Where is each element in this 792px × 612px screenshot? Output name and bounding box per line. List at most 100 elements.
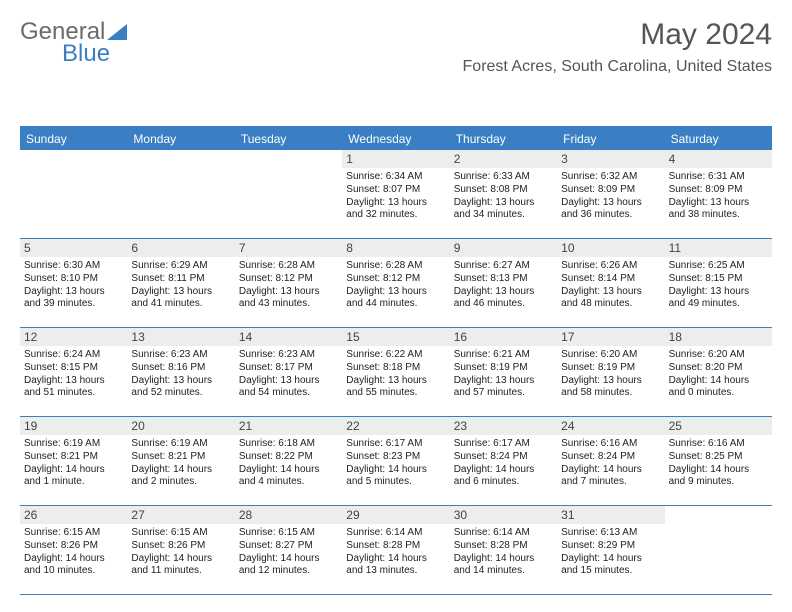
day-number: 6 bbox=[127, 239, 234, 257]
day-number: 20 bbox=[127, 417, 234, 435]
day-info: Sunrise: 6:31 AMSunset: 8:09 PMDaylight:… bbox=[669, 171, 768, 222]
day-27: 27 Sunrise: 6:15 AMSunset: 8:26 PMDayligh… bbox=[127, 506, 234, 594]
day-info: Sunrise: 6:28 AMSunset: 8:12 PMDaylight:… bbox=[346, 260, 445, 311]
day-9: 9 Sunrise: 6:27 AMSunset: 8:13 PMDaylight… bbox=[450, 239, 557, 327]
day-info: Sunrise: 6:26 AMSunset: 8:14 PMDaylight:… bbox=[561, 260, 660, 311]
day-29: 29 Sunrise: 6:14 AMSunset: 8:28 PMDayligh… bbox=[342, 506, 449, 594]
day-number: 10 bbox=[557, 239, 664, 257]
day-info: Sunrise: 6:33 AMSunset: 8:08 PMDaylight:… bbox=[454, 171, 553, 222]
day-number: 26 bbox=[20, 506, 127, 524]
day-10: 10 Sunrise: 6:26 AMSunset: 8:14 PMDayligh… bbox=[557, 239, 664, 327]
day-info: Sunrise: 6:17 AMSunset: 8:24 PMDaylight:… bbox=[454, 438, 553, 489]
day-number: 18 bbox=[665, 328, 772, 346]
empty-cell: . bbox=[20, 150, 127, 238]
day-number: 14 bbox=[235, 328, 342, 346]
day-14: 14Sunrise: 6:23 AMSunset: 8:17 PMDayligh… bbox=[235, 328, 342, 416]
day-info: Sunrise: 6:16 AMSunset: 8:25 PMDaylight:… bbox=[669, 438, 768, 489]
day-7: 7 Sunrise: 6:28 AMSunset: 8:12 PMDaylight… bbox=[235, 239, 342, 327]
day-number: 30 bbox=[450, 506, 557, 524]
day-18: 18 Sunrise: 6:20 AMSunset: 8:20 PMDayligh… bbox=[665, 328, 772, 416]
day-number: 5 bbox=[20, 239, 127, 257]
calendar: SundayMondayTuesdayWednesdayThursdayFrid… bbox=[20, 126, 772, 595]
day-22: 22 Sunrise: 6:17 AMSunset: 8:23 PMDayligh… bbox=[342, 417, 449, 505]
day-6: 6Sunrise: 6:29 AMSunset: 8:11 PMDaylight… bbox=[127, 239, 234, 327]
week-row: 19Sunrise: 6:19 AMSunset: 8:21 PMDayligh… bbox=[20, 417, 772, 506]
day-info: Sunrise: 6:17 AMSunset: 8:23 PMDaylight:… bbox=[346, 438, 445, 489]
day-5: 5Sunrise: 6:30 AMSunset: 8:10 PMDaylight… bbox=[20, 239, 127, 327]
week-row: 5Sunrise: 6:30 AMSunset: 8:10 PMDaylight… bbox=[20, 239, 772, 328]
day-info: Sunrise: 6:25 AMSunset: 8:15 PMDaylight:… bbox=[669, 260, 768, 311]
day-info: Sunrise: 6:15 AMSunset: 8:27 PMDaylight:… bbox=[239, 527, 338, 578]
day-1: 1 Sunrise: 6:34 AMSunset: 8:07 PMDaylight… bbox=[342, 150, 449, 238]
day-info: Sunrise: 6:23 AMSunset: 8:16 PMDaylight:… bbox=[131, 349, 230, 400]
day-info: Sunrise: 6:28 AMSunset: 8:12 PMDaylight:… bbox=[239, 260, 338, 311]
day-number: 25 bbox=[665, 417, 772, 435]
day-2: 2Sunrise: 6:33 AMSunset: 8:08 PMDaylight… bbox=[450, 150, 557, 238]
day-info: Sunrise: 6:27 AMSunset: 8:13 PMDaylight:… bbox=[454, 260, 553, 311]
day-number: 29 bbox=[342, 506, 449, 524]
day-12: 12 Sunrise: 6:24 AMSunset: 8:15 PMDayligh… bbox=[20, 328, 127, 416]
empty-cell: . bbox=[127, 150, 234, 238]
day-info: Sunrise: 6:21 AMSunset: 8:19 PMDaylight:… bbox=[454, 349, 553, 400]
location-text: Forest Acres, South Carolina, United Sta… bbox=[463, 58, 772, 76]
day-info: Sunrise: 6:15 AMSunset: 8:26 PMDaylight:… bbox=[131, 527, 230, 578]
day-8: 8 Sunrise: 6:28 AMSunset: 8:12 PMDaylight… bbox=[342, 239, 449, 327]
logo-triangle-icon bbox=[107, 24, 127, 40]
day-3: 3 Sunrise: 6:32 AMSunset: 8:09 PMDaylight… bbox=[557, 150, 664, 238]
day-number: 28 bbox=[235, 506, 342, 524]
day-info: Sunrise: 6:13 AMSunset: 8:29 PMDaylight:… bbox=[561, 527, 660, 578]
day-number: 19 bbox=[20, 417, 127, 435]
day-info: Sunrise: 6:20 AMSunset: 8:20 PMDaylight:… bbox=[669, 349, 768, 400]
day-info: Sunrise: 6:24 AMSunset: 8:15 PMDaylight:… bbox=[24, 349, 123, 400]
day-info: Sunrise: 6:14 AMSunset: 8:28 PMDaylight:… bbox=[454, 527, 553, 578]
day-number: 23 bbox=[450, 417, 557, 435]
header-right: May 2024 Forest Acres, South Carolina, U… bbox=[463, 18, 772, 76]
day-info: Sunrise: 6:14 AMSunset: 8:28 PMDaylight:… bbox=[346, 527, 445, 578]
day-number: 15 bbox=[342, 328, 449, 346]
day-number: 8 bbox=[342, 239, 449, 257]
week-row: ...1Sunrise: 6:34 AMSunset: 8:07 PMDayli… bbox=[20, 150, 772, 239]
day-21: 21 Sunrise: 6:18 AMSunset: 8:22 PMDayligh… bbox=[235, 417, 342, 505]
day-header-monday: Monday bbox=[127, 128, 234, 150]
week-row: 12 Sunrise: 6:24 AMSunset: 8:15 PMDayligh… bbox=[20, 328, 772, 417]
day-number: 22 bbox=[342, 417, 449, 435]
day-number: 21 bbox=[235, 417, 342, 435]
day-header-friday: Friday bbox=[557, 128, 664, 150]
day-number: 24 bbox=[557, 417, 664, 435]
day-19: 19 Sunrise: 6:19 AMSunset: 8:21 PMDayligh… bbox=[20, 417, 127, 505]
day-info: Sunrise: 6:18 AMSunset: 8:22 PMDaylight:… bbox=[239, 438, 338, 489]
day-header-wednesday: Wednesday bbox=[342, 128, 449, 150]
empty-cell: . bbox=[235, 150, 342, 238]
day-info: Sunrise: 6:16 AMSunset: 8:24 PMDaylight:… bbox=[561, 438, 660, 489]
day-number: 27 bbox=[127, 506, 234, 524]
day-number: 3 bbox=[557, 150, 664, 168]
day-number: 1 bbox=[342, 150, 449, 168]
day-info: Sunrise: 6:34 AMSunset: 8:07 PMDaylight:… bbox=[346, 171, 445, 222]
day-number: 17 bbox=[557, 328, 664, 346]
day-4: 4 Sunrise: 6:31 AMSunset: 8:09 PMDaylight… bbox=[665, 150, 772, 238]
day-number: 4 bbox=[665, 150, 772, 168]
day-number: 31 bbox=[557, 506, 664, 524]
week-row: 26Sunrise: 6:15 AMSunset: 8:26 PMDayligh… bbox=[20, 506, 772, 595]
day-24: 24 Sunrise: 6:16 AMSunset: 8:24 PMDayligh… bbox=[557, 417, 664, 505]
day-info: Sunrise: 6:20 AMSunset: 8:19 PMDaylight:… bbox=[561, 349, 660, 400]
day-number: 11 bbox=[665, 239, 772, 257]
month-title: May 2024 bbox=[463, 18, 772, 52]
day-number: 13 bbox=[127, 328, 234, 346]
day-header-row: SundayMondayTuesdayWednesdayThursdayFrid… bbox=[20, 128, 772, 150]
day-number: 9 bbox=[450, 239, 557, 257]
day-info: Sunrise: 6:32 AMSunset: 8:09 PMDaylight:… bbox=[561, 171, 660, 222]
day-info: Sunrise: 6:19 AMSunset: 8:21 PMDaylight:… bbox=[24, 438, 123, 489]
day-30: 30 Sunrise: 6:14 AMSunset: 8:28 PMDayligh… bbox=[450, 506, 557, 594]
day-11: 11 Sunrise: 6:25 AMSunset: 8:15 PMDayligh… bbox=[665, 239, 772, 327]
day-17: 17 Sunrise: 6:20 AMSunset: 8:19 PMDayligh… bbox=[557, 328, 664, 416]
day-info: Sunrise: 6:19 AMSunset: 8:21 PMDaylight:… bbox=[131, 438, 230, 489]
day-25: 25 Sunrise: 6:16 AMSunset: 8:25 PMDayligh… bbox=[665, 417, 772, 505]
calendar-body: ...1Sunrise: 6:34 AMSunset: 8:07 PMDayli… bbox=[20, 150, 772, 595]
day-number: 12 bbox=[20, 328, 127, 346]
day-header-sunday: Sunday bbox=[20, 128, 127, 150]
day-23: 23 Sunrise: 6:17 AMSunset: 8:24 PMDayligh… bbox=[450, 417, 557, 505]
day-info: Sunrise: 6:22 AMSunset: 8:18 PMDaylight:… bbox=[346, 349, 445, 400]
day-number: 7 bbox=[235, 239, 342, 257]
day-26: 26Sunrise: 6:15 AMSunset: 8:26 PMDayligh… bbox=[20, 506, 127, 594]
